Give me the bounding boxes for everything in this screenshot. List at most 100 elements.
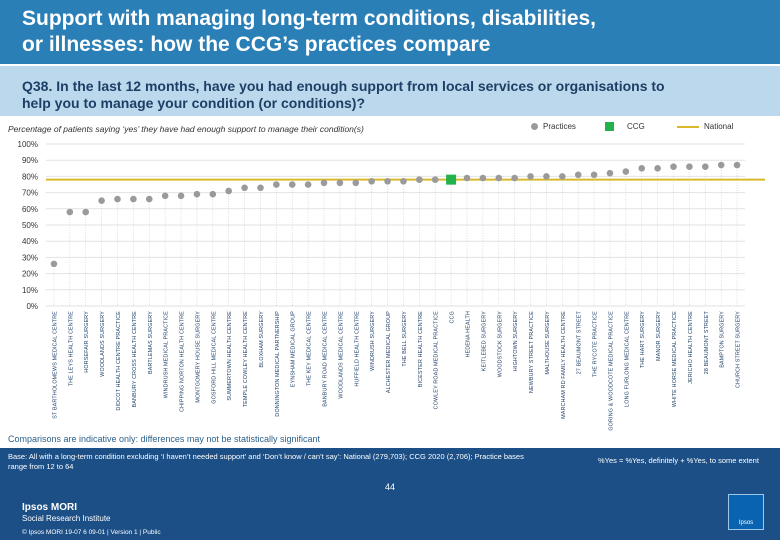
comparison-note: Comparisons are indicative only: differe… — [8, 434, 320, 444]
practice-point — [82, 208, 90, 216]
practice-point — [574, 171, 582, 179]
practice-point — [241, 184, 248, 192]
x-tick-label: MONTGOMERY HOUSE SURGERY — [195, 311, 201, 403]
practice-point — [273, 181, 280, 188]
x-tick-label: WINDRUSH MEDICAL PRACTICE — [164, 311, 170, 398]
ccg-square-icon — [605, 122, 614, 131]
x-tick-label: BLOXHAM SURGERY — [259, 311, 265, 368]
practice-point — [50, 260, 58, 268]
practice-point — [733, 161, 741, 169]
x-tick-label: THE KEY MEDICAL CENTRE — [307, 311, 313, 386]
x-tick-label: WOODLANDS SURGERY — [100, 311, 106, 377]
x-tick-label: MANOR SURGERY — [656, 311, 662, 361]
practice-point — [479, 174, 487, 182]
x-tick-label: HEDENA HEALTH — [465, 311, 471, 357]
logo-text: Ipsos — [738, 520, 754, 526]
chart-plot: 0% 10% 20% 30% 40% 50% 60% 70% 80% 90% 100% ST BART… — [18, 140, 765, 431]
practice-point — [66, 208, 74, 216]
question-band — [0, 66, 780, 116]
x-tick-label: DIDCOT HEALTH CENTRE PRACTICE — [116, 311, 122, 411]
x-tick-label: TEMPLE COWLEY HEALTH CENTRE — [243, 311, 249, 407]
y-tick-label: 80% — [22, 172, 38, 181]
x-tick-label: COWLEY ROAD MEDICAL PRACTICE — [434, 311, 440, 410]
x-tick-label: GORING & WOODCOTE MEDICAL PRACTICE — [608, 311, 614, 431]
x-tick-label: NEWBURY STREET PRACTICE — [529, 311, 535, 393]
copyright-text: © Ipsos MORI 19-07 6 09-01 | Version 1 |… — [22, 529, 161, 536]
footer-band — [0, 448, 780, 540]
y-tick-label: 20% — [22, 270, 38, 279]
practice-point — [257, 184, 264, 192]
x-tick-label: HIGHTOWN SURGERY — [513, 311, 519, 371]
x-tick-label: EYNSHAM MEDICAL GROUP — [291, 311, 297, 387]
x-tick-label: SUMMERTOWN HEALTH CENTRE — [227, 311, 233, 401]
x-tick-label: WOODLANDS MEDICAL CENTRE — [338, 311, 344, 399]
y-tick-label: 90% — [22, 156, 38, 165]
x-tick-label: KEITLEBED SURGERY — [481, 311, 487, 371]
practice-point — [193, 190, 201, 198]
chart-subtitle: Percentage of patients saying ‘yes’ they… — [8, 124, 364, 134]
brand-subname: Social Research Institute — [22, 514, 111, 523]
x-tick-label: BANBURY CROSS HEALTH CENTRE — [132, 311, 138, 408]
x-tick-label: HUFFIELD HEALTH CENTRE — [354, 311, 360, 387]
practice-point — [559, 173, 566, 180]
x-tick-label: BARTLEMAS SURGERY — [148, 311, 154, 374]
x-tick-label: WOODSTOCK SURGERY — [497, 311, 503, 377]
y-tick-label: 60% — [22, 205, 38, 214]
practice-point — [511, 174, 518, 182]
question-line-1: Q38. In the last 12 months, have you had… — [22, 78, 665, 94]
title-line-1: Support with managing long-term conditio… — [22, 7, 597, 30]
x-tick-label: CCG — [450, 311, 456, 323]
practice-point — [622, 168, 630, 175]
practice-point — [130, 195, 137, 203]
x-tick-label: WHITE HORSE MEDICAL PRACTICE — [672, 311, 678, 407]
practice-point — [336, 179, 344, 187]
legend-practices: Practices — [531, 122, 576, 131]
practice-point — [654, 165, 661, 172]
page-number: 44 — [384, 482, 395, 492]
x-tick-label: BAMPTON SURGERY — [720, 311, 726, 368]
practice-point — [352, 179, 360, 187]
legend-national: National — [677, 122, 733, 131]
x-tick-label: HORSEFAIR SURGERY — [84, 311, 90, 373]
x-tick-label: ALCHESTER MEDICAL GROUP — [386, 311, 392, 393]
practice-point — [463, 174, 471, 182]
x-tick-label: CHURCH STREET SURGERY — [736, 311, 742, 388]
y-tick-label: 0% — [26, 302, 38, 311]
practice-point — [177, 192, 185, 200]
practice-point — [384, 177, 391, 185]
x-tick-label: 27 BEAUMONT STREET — [577, 310, 583, 374]
x-tick-label: BANBURY ROAD MEDICAL CENTRE — [323, 311, 329, 407]
practice-point — [98, 197, 105, 204]
practice-point — [701, 163, 709, 170]
y-tick-label: 10% — [22, 286, 38, 295]
page-title: Support with managing long-term conditio… — [22, 6, 762, 58]
practice-point — [590, 171, 598, 179]
title-band — [0, 0, 780, 64]
practice-point — [161, 192, 169, 200]
legend-practices-label: Practices — [543, 122, 576, 131]
practice-point — [209, 190, 217, 198]
y-tick-label: 100% — [18, 140, 38, 149]
x-tick-label: THE HART SURGERY — [640, 311, 646, 368]
x-tick-label: JERICHO HEALTH CENTRE — [688, 311, 694, 384]
x-tick-label: WINDRUSH SURGERY — [370, 311, 376, 371]
x-tick-label: LONG FURLONG MEDICAL CENTRE — [624, 311, 630, 407]
x-tick-label: GOSFORD HILL MEDICAL CENTRE — [211, 311, 217, 404]
question-line-2: help you to manage your condition (or co… — [22, 95, 365, 111]
title-line-2: or illnesses: how the CCG’s practices co… — [22, 33, 491, 56]
practice-point — [114, 195, 121, 203]
practice-point — [495, 174, 503, 182]
yes-definition-note: %Yes = %Yes, definitely + %Yes, to some … — [598, 456, 759, 465]
y-tick-label: 40% — [22, 237, 38, 246]
x-tick-label: CHIPPING NORTON HEALTH CENTRE — [180, 311, 186, 412]
ipsos-logo: Ipsos — [728, 494, 764, 530]
legend-national-label: National — [704, 122, 734, 131]
legend-ccg-label: CCG — [627, 122, 645, 131]
practice-point — [400, 177, 407, 185]
practice-point — [638, 165, 646, 172]
y-tick-label: 50% — [22, 221, 38, 230]
y-tick-label: 30% — [22, 253, 38, 262]
practice-point — [606, 169, 614, 177]
practice-point — [225, 187, 232, 195]
base-note: Base: All with a long-term condition exc… — [8, 452, 524, 471]
